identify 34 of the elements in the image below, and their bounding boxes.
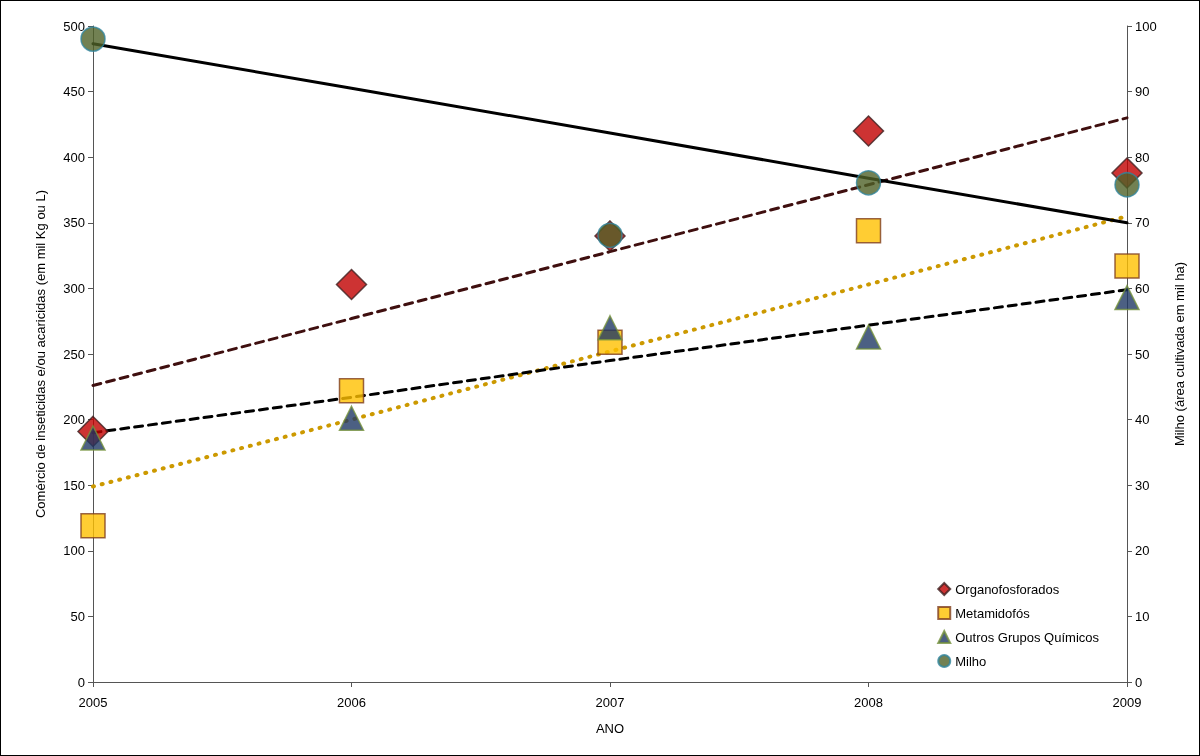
- y-tick-label: 350: [63, 215, 85, 231]
- y2-tick-label: 0: [1135, 674, 1143, 690]
- y-tick-label: 400: [63, 149, 85, 165]
- y2-tick-label: 80: [1135, 149, 1150, 165]
- legend-label: Outros Grupos Químicos: [955, 629, 1100, 645]
- y-tick-label: 300: [63, 280, 85, 296]
- y2-tick-label: 40: [1135, 412, 1150, 428]
- y2-tick-label: 90: [1135, 84, 1150, 100]
- y-tick-label: 200: [63, 412, 85, 428]
- y2-tick-label: 20: [1135, 543, 1150, 559]
- y2-tick-label: 30: [1135, 477, 1150, 493]
- y-tick-label: 50: [70, 608, 85, 624]
- y-tick-label: 450: [63, 84, 85, 100]
- y-tick-label: 0: [77, 674, 85, 690]
- y-axis-title: Comércio de inseticidas e/ou acaricidas (em mil Kg ou L): [33, 189, 48, 519]
- y-tick-label: 150: [63, 477, 85, 493]
- x-tick-label: 2006: [337, 695, 366, 710]
- x-tick-label: 2007: [595, 695, 625, 710]
- y2-tick-label: 50: [1135, 346, 1150, 362]
- y-tick-label: 100: [63, 543, 85, 559]
- x-axis-title: ANO: [595, 721, 625, 736]
- x-tick-label: 2008: [854, 695, 883, 710]
- x-tick-label: 2009: [1112, 695, 1142, 710]
- legend-label: Organofosforados: [955, 581, 1060, 597]
- y2-tick-label: 60: [1135, 280, 1150, 296]
- y2-tick-label: 10: [1135, 608, 1150, 624]
- y2-tick-label: 100: [1135, 18, 1157, 34]
- y2-axis-title: Milho (área cultivada em mil ha): [1172, 261, 1187, 447]
- y-tick-label: 250: [63, 346, 85, 362]
- x-tick-label: 2005: [78, 695, 108, 710]
- legend-label: Metamidofós: [955, 605, 1031, 621]
- y-tick-label: 500: [63, 18, 85, 34]
- y2-tick-label: 70: [1135, 215, 1150, 231]
- legend-label: Milho: [955, 653, 987, 669]
